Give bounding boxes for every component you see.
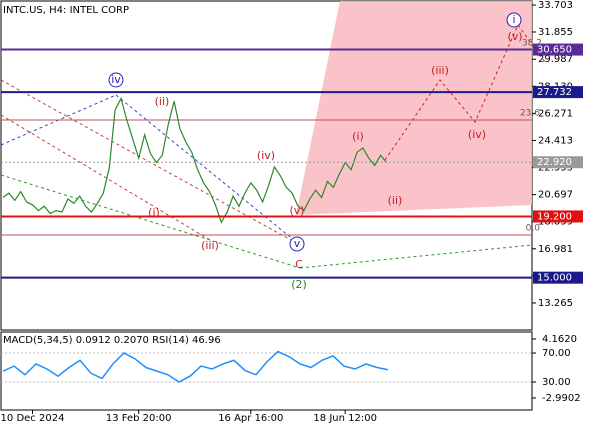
level-box [533, 86, 583, 99]
level-label: 15.000 [537, 273, 572, 284]
x-tick-label: 18 Jun 12:00 [313, 413, 377, 424]
wave-label: C [295, 258, 303, 271]
wave-label: (2) [291, 278, 307, 291]
indicator-label: MACD(5,34,5) 0.0912 0.2070 RSI(14) 46.96 [3, 335, 221, 346]
indicator-tick-label: 30.00 [542, 377, 571, 388]
wave-label: (iv) [257, 149, 275, 162]
indicator-tick-label: 70.00 [542, 348, 571, 359]
wave-label: (ii) [155, 95, 170, 108]
wave-label: iv [111, 73, 121, 86]
wave-circle [506, 12, 522, 28]
wave-label: (i) [352, 130, 364, 143]
level-label: 22.920 [537, 157, 572, 168]
wave-label: (v) [507, 30, 522, 43]
price-line [2, 96, 387, 224]
wave-label: (iii) [201, 239, 219, 252]
y-tick-label: 29.987 [538, 54, 573, 65]
wave-label: (i) [148, 206, 160, 219]
x-tick-label: 10 Dec 2024 [1, 413, 65, 424]
y-tick-label: 20.697 [538, 190, 573, 201]
level-label: 27.732 [537, 87, 572, 98]
y-tick-label: 33.703 [538, 0, 573, 11]
fib-label: 38.2 [522, 39, 542, 49]
indicator-frame [0, 331, 533, 411]
y-tick-label: 16.981 [538, 244, 573, 255]
y-tick-label: 26.271 [538, 108, 573, 119]
indicator-tick-label: 4.1620 [542, 334, 577, 345]
target-zone [296, 1, 532, 215]
wave-label: (ii) [388, 194, 403, 207]
indicator-tick-label: -2.9902 [542, 393, 581, 404]
chart-title: INTC.US, H4: INTEL CORP [3, 5, 129, 16]
level-box [533, 271, 583, 284]
x-tick-label: 13 Feb 20:00 [106, 413, 172, 424]
level-label: 30.650 [537, 45, 572, 56]
wave-circle [108, 72, 124, 88]
y-tick-label: 13.265 [538, 298, 573, 309]
wave-circle [289, 236, 305, 252]
wave-label: (v) [289, 204, 304, 217]
level-box [533, 210, 583, 223]
y-tick-label: 31.855 [538, 27, 573, 38]
wave-label: i [512, 13, 515, 26]
level-box [533, 156, 583, 169]
wave-label: (iv) [468, 128, 486, 141]
fib-label: 23.6 [520, 109, 540, 119]
fib-label: 0.0 [526, 224, 541, 234]
level-label: 19.200 [537, 211, 572, 222]
wave-label: (iii) [431, 64, 449, 77]
level-box [533, 43, 583, 56]
x-tick-label: 16 Apr 16:00 [218, 413, 283, 424]
wave-label: v [294, 237, 301, 250]
y-tick-label: 24.413 [538, 135, 573, 146]
rsi-line [2, 350, 389, 383]
